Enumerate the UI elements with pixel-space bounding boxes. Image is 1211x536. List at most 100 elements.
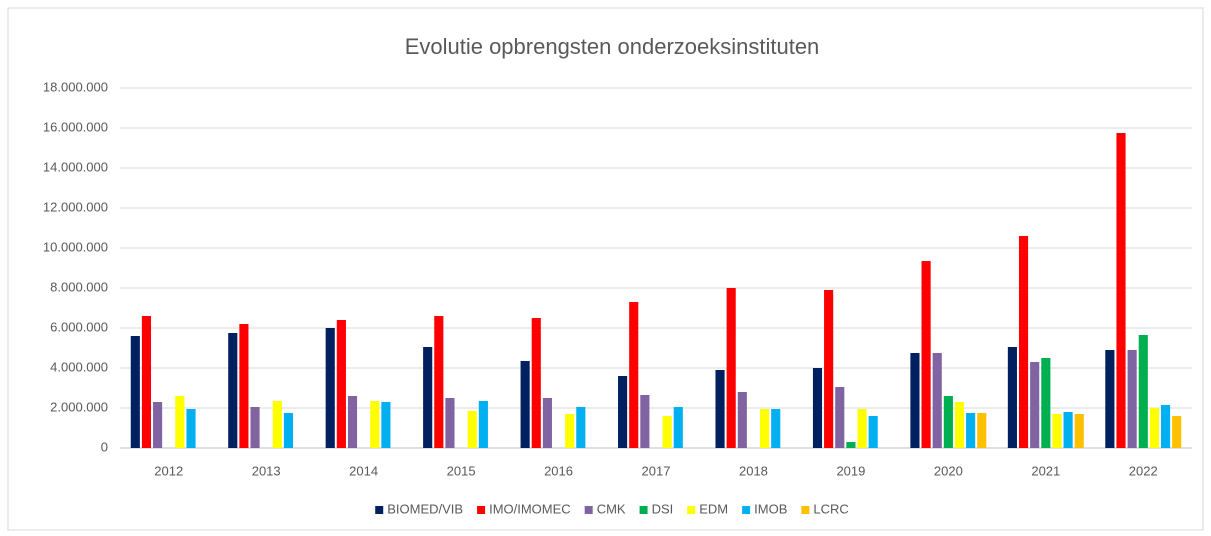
legend-label: BIOMED/VIB <box>387 501 463 516</box>
y-tick-label: 12.000.000 <box>43 199 108 214</box>
legend-swatch <box>742 506 751 514</box>
bar <box>868 416 878 448</box>
bar <box>857 409 867 448</box>
bar <box>423 347 433 448</box>
bar <box>737 392 747 448</box>
bar <box>1127 350 1137 448</box>
y-tick-label: 10.000.000 <box>43 239 108 254</box>
x-tick-label: 2018 <box>739 463 768 478</box>
bar <box>910 353 920 448</box>
x-tick-label: 2019 <box>836 463 865 478</box>
bar <box>325 328 335 448</box>
bar <box>141 316 152 448</box>
bar <box>228 333 238 448</box>
legend-swatch <box>687 506 696 514</box>
bar <box>954 402 965 448</box>
bar <box>130 336 140 448</box>
bar <box>153 402 163 448</box>
bar <box>932 353 942 448</box>
y-tick-label: 6.000.000 <box>50 319 108 334</box>
legend-swatch <box>477 506 486 514</box>
bar <box>1041 358 1051 448</box>
bar <box>1149 408 1159 448</box>
bar <box>1138 335 1148 448</box>
bar <box>835 387 845 448</box>
bar <box>336 320 346 448</box>
y-tick-label: 4.000.000 <box>50 359 108 374</box>
bar <box>1030 362 1040 448</box>
x-tick-label: 2020 <box>934 463 963 478</box>
bar <box>618 376 628 448</box>
y-tick-label: 0 <box>101 439 108 454</box>
bar <box>1007 347 1017 448</box>
bar <box>966 413 976 448</box>
legend-swatch <box>801 506 810 514</box>
bar <box>520 361 530 448</box>
bar <box>921 261 931 448</box>
bar <box>1018 236 1029 448</box>
bar <box>565 414 575 448</box>
bar <box>239 324 249 448</box>
chart-border <box>7 7 1204 531</box>
bar <box>283 413 294 448</box>
bar <box>1160 405 1171 448</box>
bar <box>370 401 380 448</box>
bar <box>478 401 488 448</box>
bar <box>846 442 856 448</box>
x-tick-label: 2021 <box>1031 463 1060 478</box>
bar <box>542 398 552 448</box>
bar <box>272 401 282 448</box>
chart-title: Evolutie opbrengsten onderzoeksinstitute… <box>405 34 820 59</box>
bar <box>186 409 196 448</box>
legend-label: DSI <box>652 501 674 516</box>
bar <box>824 290 834 448</box>
bar <box>771 409 781 448</box>
bar <box>629 302 639 448</box>
bar <box>1105 350 1115 448</box>
bar <box>673 407 683 448</box>
bar <box>531 318 541 448</box>
y-tick-label: 8.000.000 <box>50 279 108 294</box>
legend-label: IMOB <box>754 501 787 516</box>
bar <box>445 398 455 448</box>
x-tick-label: 2012 <box>154 463 183 478</box>
bar <box>1172 416 1182 448</box>
bar <box>1116 133 1126 448</box>
bar <box>715 370 725 448</box>
bar <box>175 396 185 448</box>
bar <box>250 407 260 448</box>
legend-label: IMO/IMOMEC <box>489 501 571 516</box>
legend-label: CMK <box>597 501 626 516</box>
legend-label: LCRC <box>813 501 848 516</box>
x-tick-label: 2013 <box>252 463 281 478</box>
y-tick-label: 14.000.000 <box>43 159 108 174</box>
x-tick-label: 2015 <box>447 463 476 478</box>
x-tick-label: 2022 <box>1129 463 1158 478</box>
bar <box>381 402 391 448</box>
bar <box>576 407 586 448</box>
bar <box>1074 414 1084 448</box>
y-tick-label: 16.000.000 <box>43 119 108 134</box>
bar <box>347 396 358 448</box>
legend-swatch <box>584 506 593 514</box>
legend-swatch <box>639 506 648 514</box>
bar <box>640 395 650 448</box>
x-tick-label: 2016 <box>544 463 573 478</box>
x-tick-label: 2014 <box>349 463 378 478</box>
bar <box>812 368 823 448</box>
bar <box>662 416 672 448</box>
bar <box>467 411 477 448</box>
bar <box>1052 414 1062 448</box>
bar <box>434 316 444 448</box>
bar <box>977 413 987 448</box>
bar <box>760 409 770 448</box>
y-tick-label: 18.000.000 <box>43 79 108 94</box>
y-tick-label: 2.000.000 <box>50 399 108 414</box>
bar <box>726 288 736 448</box>
legend-label: EDM <box>699 501 728 516</box>
bar <box>943 396 953 448</box>
bar <box>1063 412 1073 448</box>
x-tick-label: 2017 <box>642 463 671 478</box>
legend-swatch <box>375 506 384 514</box>
